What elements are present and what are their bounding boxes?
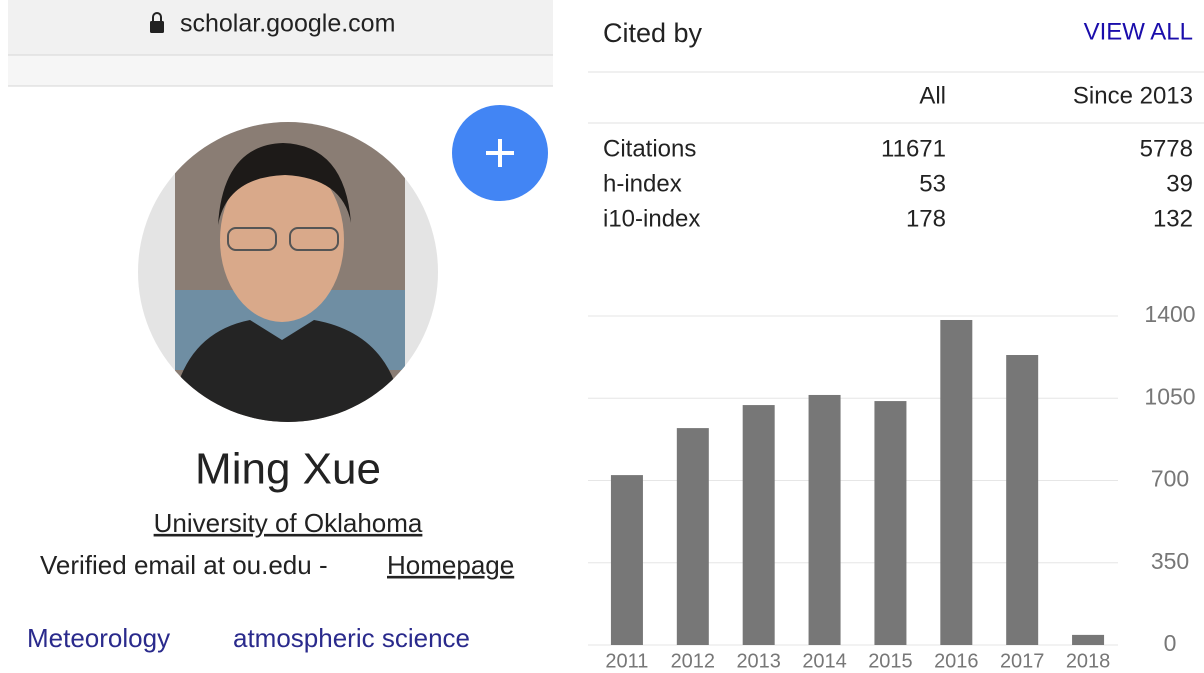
column-header: Since 2013	[1073, 82, 1193, 109]
metric-all: 11671	[881, 135, 946, 162]
follow-button[interactable]	[452, 105, 548, 201]
bar	[809, 395, 841, 645]
metric-recent: 132	[1153, 205, 1193, 232]
column-header: All	[919, 82, 946, 109]
interest[interactable]: atmospheric science	[233, 623, 470, 653]
page: {"browser": {"url": "scholar.google.com"…	[0, 0, 1204, 673]
x-tick-label: 2011	[605, 650, 648, 672]
metric-recent: 39	[1166, 170, 1193, 197]
profile-name: Ming Xue	[195, 445, 381, 494]
email: Verified email at ou.edu -	[40, 550, 328, 580]
section-title: Cited by	[603, 18, 703, 48]
view-all-link[interactable]: VIEW ALL	[1084, 18, 1193, 45]
metric-all: 53	[919, 170, 946, 197]
y-tick-label: 1400	[1144, 301, 1195, 327]
x-tick-label: 2013	[736, 650, 781, 672]
x-tick-label: 2014	[802, 650, 847, 672]
homepage-link[interactable]: Homepage	[387, 550, 514, 580]
metric-all: 178	[906, 205, 946, 232]
metric-label: Citations	[603, 135, 696, 162]
metric-label: h-index	[603, 170, 682, 197]
bar	[1072, 635, 1104, 645]
metric-recent: 5778	[1140, 135, 1193, 162]
bar	[874, 401, 906, 645]
x-tick-label: 2016	[934, 650, 979, 672]
y-tick-label: 0	[1164, 630, 1177, 656]
avatar[interactable]	[138, 122, 438, 432]
x-tick-label: 2018	[1066, 650, 1111, 672]
x-tick-label: 2012	[671, 650, 716, 672]
screen: scholar.google.com Ming Xue University o…	[0, 0, 1204, 673]
y-tick-label: 1050	[1144, 383, 1195, 409]
affiliation[interactable]: University of Oklahoma	[154, 508, 423, 538]
y-tick-label: 700	[1151, 466, 1189, 492]
bar	[677, 428, 709, 645]
metric-label: i10-index	[603, 205, 700, 232]
toolbar	[8, 55, 553, 86]
bar	[1006, 355, 1038, 645]
x-tick-label: 2017	[1000, 650, 1045, 672]
x-tick-label: 2015	[868, 650, 913, 672]
bar	[611, 475, 643, 645]
url[interactable]: scholar.google.com	[180, 10, 395, 38]
bar	[743, 405, 775, 645]
interest[interactable]: Meteorology	[27, 623, 170, 653]
y-tick-label: 350	[1151, 548, 1189, 574]
bar	[940, 320, 972, 645]
